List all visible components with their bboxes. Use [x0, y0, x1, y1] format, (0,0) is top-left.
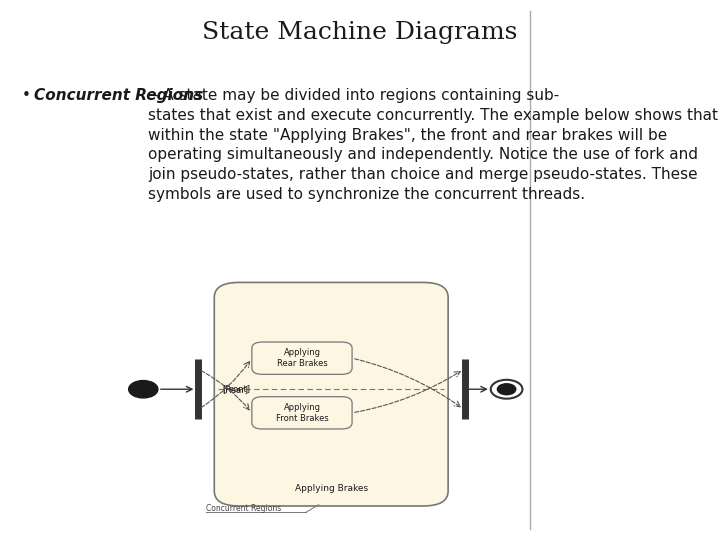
FancyBboxPatch shape	[252, 397, 352, 429]
Text: Applying
Front Brakes: Applying Front Brakes	[276, 403, 328, 422]
Text: Concurrent Regions: Concurrent Regions	[34, 88, 203, 103]
Text: [Front]: [Front]	[222, 384, 251, 393]
Text: •: •	[22, 88, 31, 103]
Text: [Rear]: [Rear]	[222, 386, 248, 395]
Text: State Machine Diagrams: State Machine Diagrams	[202, 21, 518, 44]
Text: Concurrent Regions: Concurrent Regions	[206, 504, 282, 514]
Text: Applying
Rear Brakes: Applying Rear Brakes	[276, 348, 328, 368]
Text: Applying Brakes: Applying Brakes	[294, 484, 368, 493]
FancyBboxPatch shape	[215, 282, 448, 506]
Circle shape	[498, 384, 516, 395]
Text: - A state may be divided into regions containing sub-
states that exist and exec: - A state may be divided into regions co…	[148, 88, 718, 202]
Circle shape	[129, 381, 158, 398]
FancyBboxPatch shape	[252, 342, 352, 374]
